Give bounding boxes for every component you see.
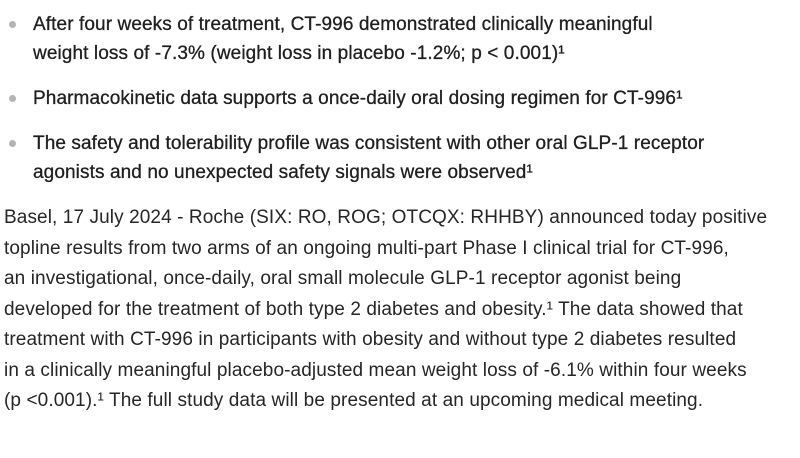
bullet-dot-icon [9, 95, 16, 102]
list-item: After four weeks of treatment, CT-996 de… [9, 10, 794, 68]
highlights-bullet-list: After four weeks of treatment, CT-996 de… [4, 10, 794, 187]
announcement-paragraph: Basel, 17 July 2024 - Roche (SIX: RO, RO… [4, 207, 768, 411]
press-release-excerpt: After four weeks of treatment, CT-996 de… [4, 10, 794, 411]
highlight-pharmacokinetic: Pharmacokinetic data supports a once-dai… [33, 88, 683, 109]
bullet-dot-icon [9, 140, 16, 147]
bullet-dot-icon [9, 21, 16, 28]
highlight-weight-loss: After four weeks of treatment, CT-996 de… [33, 14, 653, 64]
list-item: The safety and tolerability profile was … [9, 129, 794, 187]
highlight-safety-profile: The safety and tolerability profile was … [33, 133, 705, 183]
list-item: Pharmacokinetic data supports a once-dai… [9, 84, 794, 113]
